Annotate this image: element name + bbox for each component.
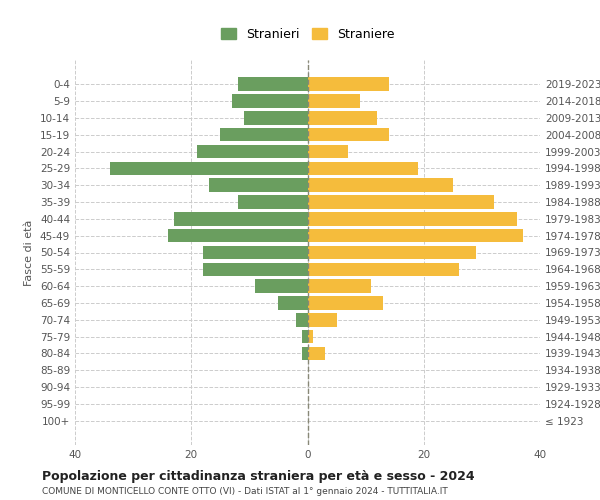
Bar [308, 111, 377, 124]
Bar [302, 330, 308, 344]
Bar [302, 346, 308, 360]
Bar [308, 280, 371, 293]
Bar [209, 178, 308, 192]
Bar [197, 145, 308, 158]
Bar [110, 162, 308, 175]
Bar [203, 246, 308, 259]
Bar [168, 229, 308, 242]
Bar [308, 346, 325, 360]
Bar [296, 313, 308, 326]
Bar [220, 128, 308, 141]
Bar [308, 78, 389, 91]
Bar [238, 78, 308, 91]
Bar [255, 280, 308, 293]
Bar [203, 262, 308, 276]
Text: COMUNE DI MONTICELLO CONTE OTTO (VI) - Dati ISTAT al 1° gennaio 2024 - TUTTITALI: COMUNE DI MONTICELLO CONTE OTTO (VI) - D… [42, 488, 448, 496]
Bar [308, 296, 383, 310]
Bar [308, 196, 493, 209]
Bar [308, 212, 517, 226]
Bar [308, 128, 389, 141]
Bar [278, 296, 308, 310]
Bar [308, 162, 418, 175]
Bar [244, 111, 308, 124]
Text: Popolazione per cittadinanza straniera per età e sesso - 2024: Popolazione per cittadinanza straniera p… [42, 470, 475, 483]
Bar [308, 246, 476, 259]
Bar [174, 212, 308, 226]
Bar [308, 229, 523, 242]
Y-axis label: Fasce di età: Fasce di età [25, 220, 34, 286]
Legend: Stranieri, Straniere: Stranieri, Straniere [217, 24, 398, 44]
Bar [308, 330, 313, 344]
Bar [238, 196, 308, 209]
Bar [308, 262, 458, 276]
Bar [232, 94, 308, 108]
Bar [308, 145, 348, 158]
Bar [308, 313, 337, 326]
Bar [308, 178, 453, 192]
Bar [308, 94, 360, 108]
